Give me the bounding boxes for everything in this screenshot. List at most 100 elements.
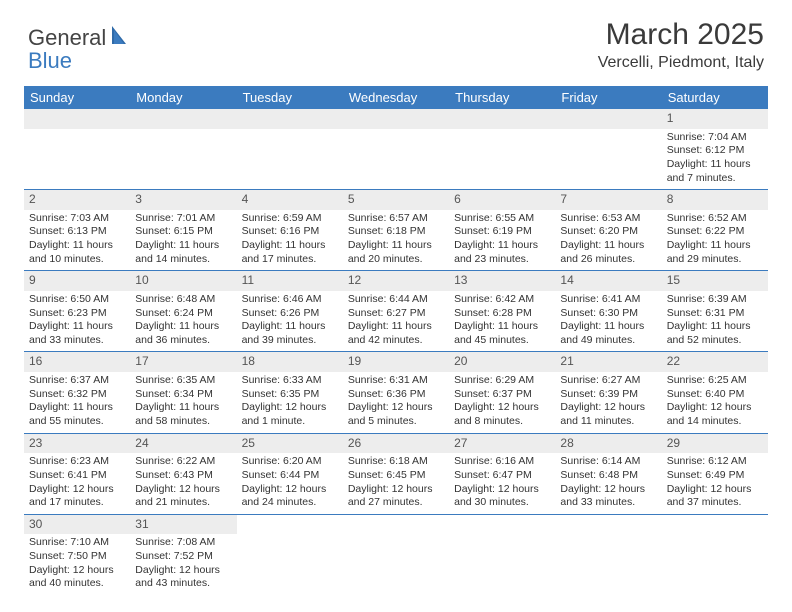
day-number-empty: [449, 109, 555, 129]
calendar-cell: 21Sunrise: 6:27 AMSunset: 6:39 PMDayligh…: [555, 352, 661, 433]
day-number-empty: [237, 109, 343, 129]
day-details: Sunrise: 6:53 AMSunset: 6:20 PMDaylight:…: [555, 210, 661, 271]
day-number: 7: [555, 190, 661, 210]
day-number: 22: [662, 352, 768, 372]
calendar-cell: [449, 109, 555, 190]
day-details: Sunrise: 6:39 AMSunset: 6:31 PMDaylight:…: [662, 291, 768, 352]
weekday-header: Thursday: [449, 86, 555, 109]
weekday-header: Saturday: [662, 86, 768, 109]
day-details: Sunrise: 6:12 AMSunset: 6:49 PMDaylight:…: [662, 453, 768, 514]
day-details: Sunrise: 6:44 AMSunset: 6:27 PMDaylight:…: [343, 291, 449, 352]
day-details: Sunrise: 7:08 AMSunset: 7:52 PMDaylight:…: [130, 534, 236, 595]
day-number: 4: [237, 190, 343, 210]
day-number: 19: [343, 352, 449, 372]
calendar-cell: 1Sunrise: 7:04 AMSunset: 6:12 PMDaylight…: [662, 109, 768, 190]
day-details: Sunrise: 6:23 AMSunset: 6:41 PMDaylight:…: [24, 453, 130, 514]
day-details: Sunrise: 6:29 AMSunset: 6:37 PMDaylight:…: [449, 372, 555, 433]
day-details: Sunrise: 6:59 AMSunset: 6:16 PMDaylight:…: [237, 210, 343, 271]
calendar-cell: 16Sunrise: 6:37 AMSunset: 6:32 PMDayligh…: [24, 352, 130, 433]
calendar-cell: 27Sunrise: 6:16 AMSunset: 6:47 PMDayligh…: [449, 433, 555, 514]
day-number: 30: [24, 515, 130, 535]
day-details: Sunrise: 6:42 AMSunset: 6:28 PMDaylight:…: [449, 291, 555, 352]
day-details: Sunrise: 6:46 AMSunset: 6:26 PMDaylight:…: [237, 291, 343, 352]
calendar-cell: 13Sunrise: 6:42 AMSunset: 6:28 PMDayligh…: [449, 271, 555, 352]
day-details: Sunrise: 6:48 AMSunset: 6:24 PMDaylight:…: [130, 291, 236, 352]
day-details: Sunrise: 6:22 AMSunset: 6:43 PMDaylight:…: [130, 453, 236, 514]
day-details: Sunrise: 6:35 AMSunset: 6:34 PMDaylight:…: [130, 372, 236, 433]
day-details: Sunrise: 7:03 AMSunset: 6:13 PMDaylight:…: [24, 210, 130, 271]
calendar-cell: 22Sunrise: 6:25 AMSunset: 6:40 PMDayligh…: [662, 352, 768, 433]
location: Vercelli, Piedmont, Italy: [598, 54, 764, 72]
day-number: 20: [449, 352, 555, 372]
month-title: March 2025: [598, 18, 764, 52]
day-details: Sunrise: 6:31 AMSunset: 6:36 PMDaylight:…: [343, 372, 449, 433]
calendar-cell: 26Sunrise: 6:18 AMSunset: 6:45 PMDayligh…: [343, 433, 449, 514]
calendar-cell: 4Sunrise: 6:59 AMSunset: 6:16 PMDaylight…: [237, 190, 343, 271]
day-details: Sunrise: 6:37 AMSunset: 6:32 PMDaylight:…: [24, 372, 130, 433]
calendar-cell: 25Sunrise: 6:20 AMSunset: 6:44 PMDayligh…: [237, 433, 343, 514]
weekday-header: Friday: [555, 86, 661, 109]
day-number: 18: [237, 352, 343, 372]
calendar-cell: 17Sunrise: 6:35 AMSunset: 6:34 PMDayligh…: [130, 352, 236, 433]
calendar-cell: 18Sunrise: 6:33 AMSunset: 6:35 PMDayligh…: [237, 352, 343, 433]
day-number-empty: [343, 109, 449, 129]
calendar-cell: 5Sunrise: 6:57 AMSunset: 6:18 PMDaylight…: [343, 190, 449, 271]
calendar-cell: [555, 109, 661, 190]
weekday-header: Monday: [130, 86, 236, 109]
day-number: 6: [449, 190, 555, 210]
day-number: 29: [662, 434, 768, 454]
day-number: 31: [130, 515, 236, 535]
calendar-body: 1Sunrise: 7:04 AMSunset: 6:12 PMDaylight…: [24, 109, 768, 595]
day-number: 5: [343, 190, 449, 210]
logo-text-2: Blue: [28, 48, 72, 74]
day-number: 13: [449, 271, 555, 291]
day-number: 8: [662, 190, 768, 210]
day-details: Sunrise: 6:50 AMSunset: 6:23 PMDaylight:…: [24, 291, 130, 352]
calendar-cell: 24Sunrise: 6:22 AMSunset: 6:43 PMDayligh…: [130, 433, 236, 514]
day-details: Sunrise: 6:57 AMSunset: 6:18 PMDaylight:…: [343, 210, 449, 271]
calendar-cell: [237, 109, 343, 190]
calendar-cell: 19Sunrise: 6:31 AMSunset: 6:36 PMDayligh…: [343, 352, 449, 433]
day-number: 14: [555, 271, 661, 291]
calendar-cell: 15Sunrise: 6:39 AMSunset: 6:31 PMDayligh…: [662, 271, 768, 352]
day-number: 16: [24, 352, 130, 372]
day-number: 12: [343, 271, 449, 291]
day-number: 26: [343, 434, 449, 454]
calendar-cell: 10Sunrise: 6:48 AMSunset: 6:24 PMDayligh…: [130, 271, 236, 352]
calendar-cell: [343, 514, 449, 595]
calendar-cell: 7Sunrise: 6:53 AMSunset: 6:20 PMDaylight…: [555, 190, 661, 271]
calendar-cell: 28Sunrise: 6:14 AMSunset: 6:48 PMDayligh…: [555, 433, 661, 514]
calendar-cell: 9Sunrise: 6:50 AMSunset: 6:23 PMDaylight…: [24, 271, 130, 352]
day-number: 15: [662, 271, 768, 291]
calendar-cell: 31Sunrise: 7:08 AMSunset: 7:52 PMDayligh…: [130, 514, 236, 595]
calendar-cell: 29Sunrise: 6:12 AMSunset: 6:49 PMDayligh…: [662, 433, 768, 514]
day-number: 17: [130, 352, 236, 372]
calendar-cell: [130, 109, 236, 190]
calendar-cell: [343, 109, 449, 190]
header: General March 2025 Vercelli, Piedmont, I…: [0, 0, 792, 78]
day-number-empty: [24, 109, 130, 129]
day-number: 27: [449, 434, 555, 454]
calendar-table: SundayMondayTuesdayWednesdayThursdayFrid…: [24, 86, 768, 595]
weekday-header: Tuesday: [237, 86, 343, 109]
day-number-empty: [130, 109, 236, 129]
day-details: Sunrise: 7:04 AMSunset: 6:12 PMDaylight:…: [662, 129, 768, 190]
calendar-cell: 20Sunrise: 6:29 AMSunset: 6:37 PMDayligh…: [449, 352, 555, 433]
weekday-header: Wednesday: [343, 86, 449, 109]
day-details: Sunrise: 6:20 AMSunset: 6:44 PMDaylight:…: [237, 453, 343, 514]
calendar-cell: 30Sunrise: 7:10 AMSunset: 7:50 PMDayligh…: [24, 514, 130, 595]
calendar-cell: [449, 514, 555, 595]
day-details: Sunrise: 6:25 AMSunset: 6:40 PMDaylight:…: [662, 372, 768, 433]
weekday-header: Sunday: [24, 86, 130, 109]
calendar-cell: 14Sunrise: 6:41 AMSunset: 6:30 PMDayligh…: [555, 271, 661, 352]
day-number-empty: [555, 109, 661, 129]
calendar-cell: 12Sunrise: 6:44 AMSunset: 6:27 PMDayligh…: [343, 271, 449, 352]
day-details: Sunrise: 6:41 AMSunset: 6:30 PMDaylight:…: [555, 291, 661, 352]
calendar-head: SundayMondayTuesdayWednesdayThursdayFrid…: [24, 86, 768, 109]
day-number: 21: [555, 352, 661, 372]
day-number: 2: [24, 190, 130, 210]
day-number: 24: [130, 434, 236, 454]
day-number: 11: [237, 271, 343, 291]
calendar-cell: 3Sunrise: 7:01 AMSunset: 6:15 PMDaylight…: [130, 190, 236, 271]
day-number: 10: [130, 271, 236, 291]
